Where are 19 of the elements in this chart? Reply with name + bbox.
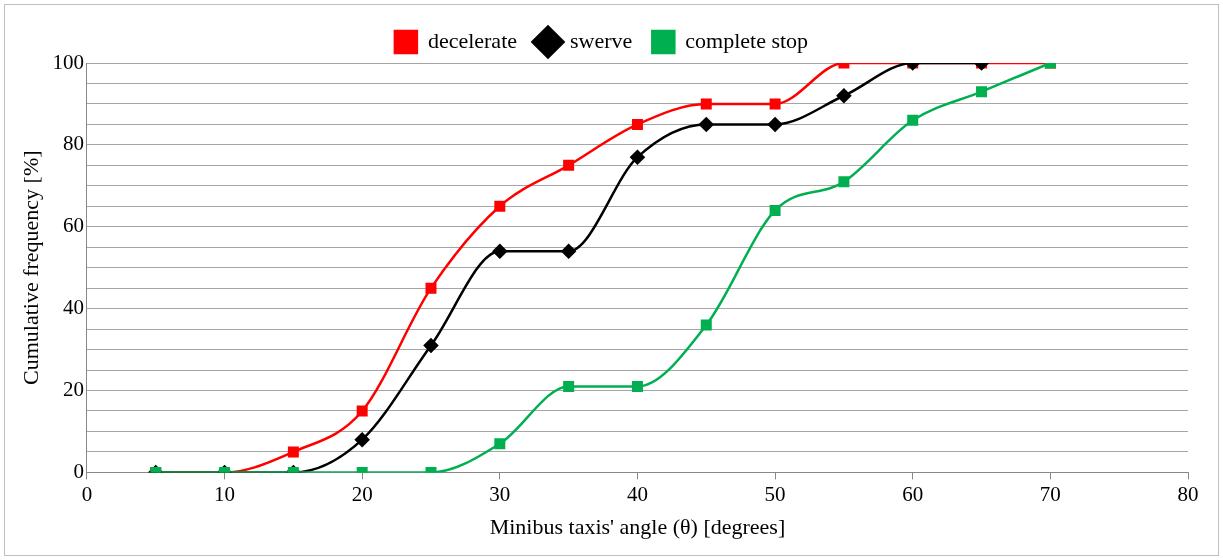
y-tick-label: 0 (73, 458, 84, 483)
y-tick-label: 40 (62, 295, 84, 320)
x-tick-label: 40 (626, 481, 648, 506)
x-tick-label: 20 (351, 481, 373, 506)
x-tick-label: 50 (764, 481, 786, 506)
legend-label: decelerate (427, 27, 518, 53)
y-axis-title: Cumulative frequency [%] (17, 150, 43, 385)
x-tick-label: 60 (902, 481, 924, 506)
y-tick-label: 100 (52, 49, 84, 74)
y-tick-label: 80 (62, 131, 84, 156)
legend-label: complete stop (685, 27, 809, 53)
legend-label: swerve (570, 27, 633, 53)
y-tick-label: 20 (62, 377, 84, 402)
y-tick-label: 60 (62, 213, 84, 238)
x-tick-label: 70 (1039, 481, 1061, 506)
x-tick-label: 80 (1177, 481, 1199, 506)
x-tick-label: 30 (489, 481, 511, 506)
x-axis-title: Minibus taxis' angle (θ) [degrees] (489, 513, 786, 539)
x-tick-label: 10 (214, 481, 236, 506)
